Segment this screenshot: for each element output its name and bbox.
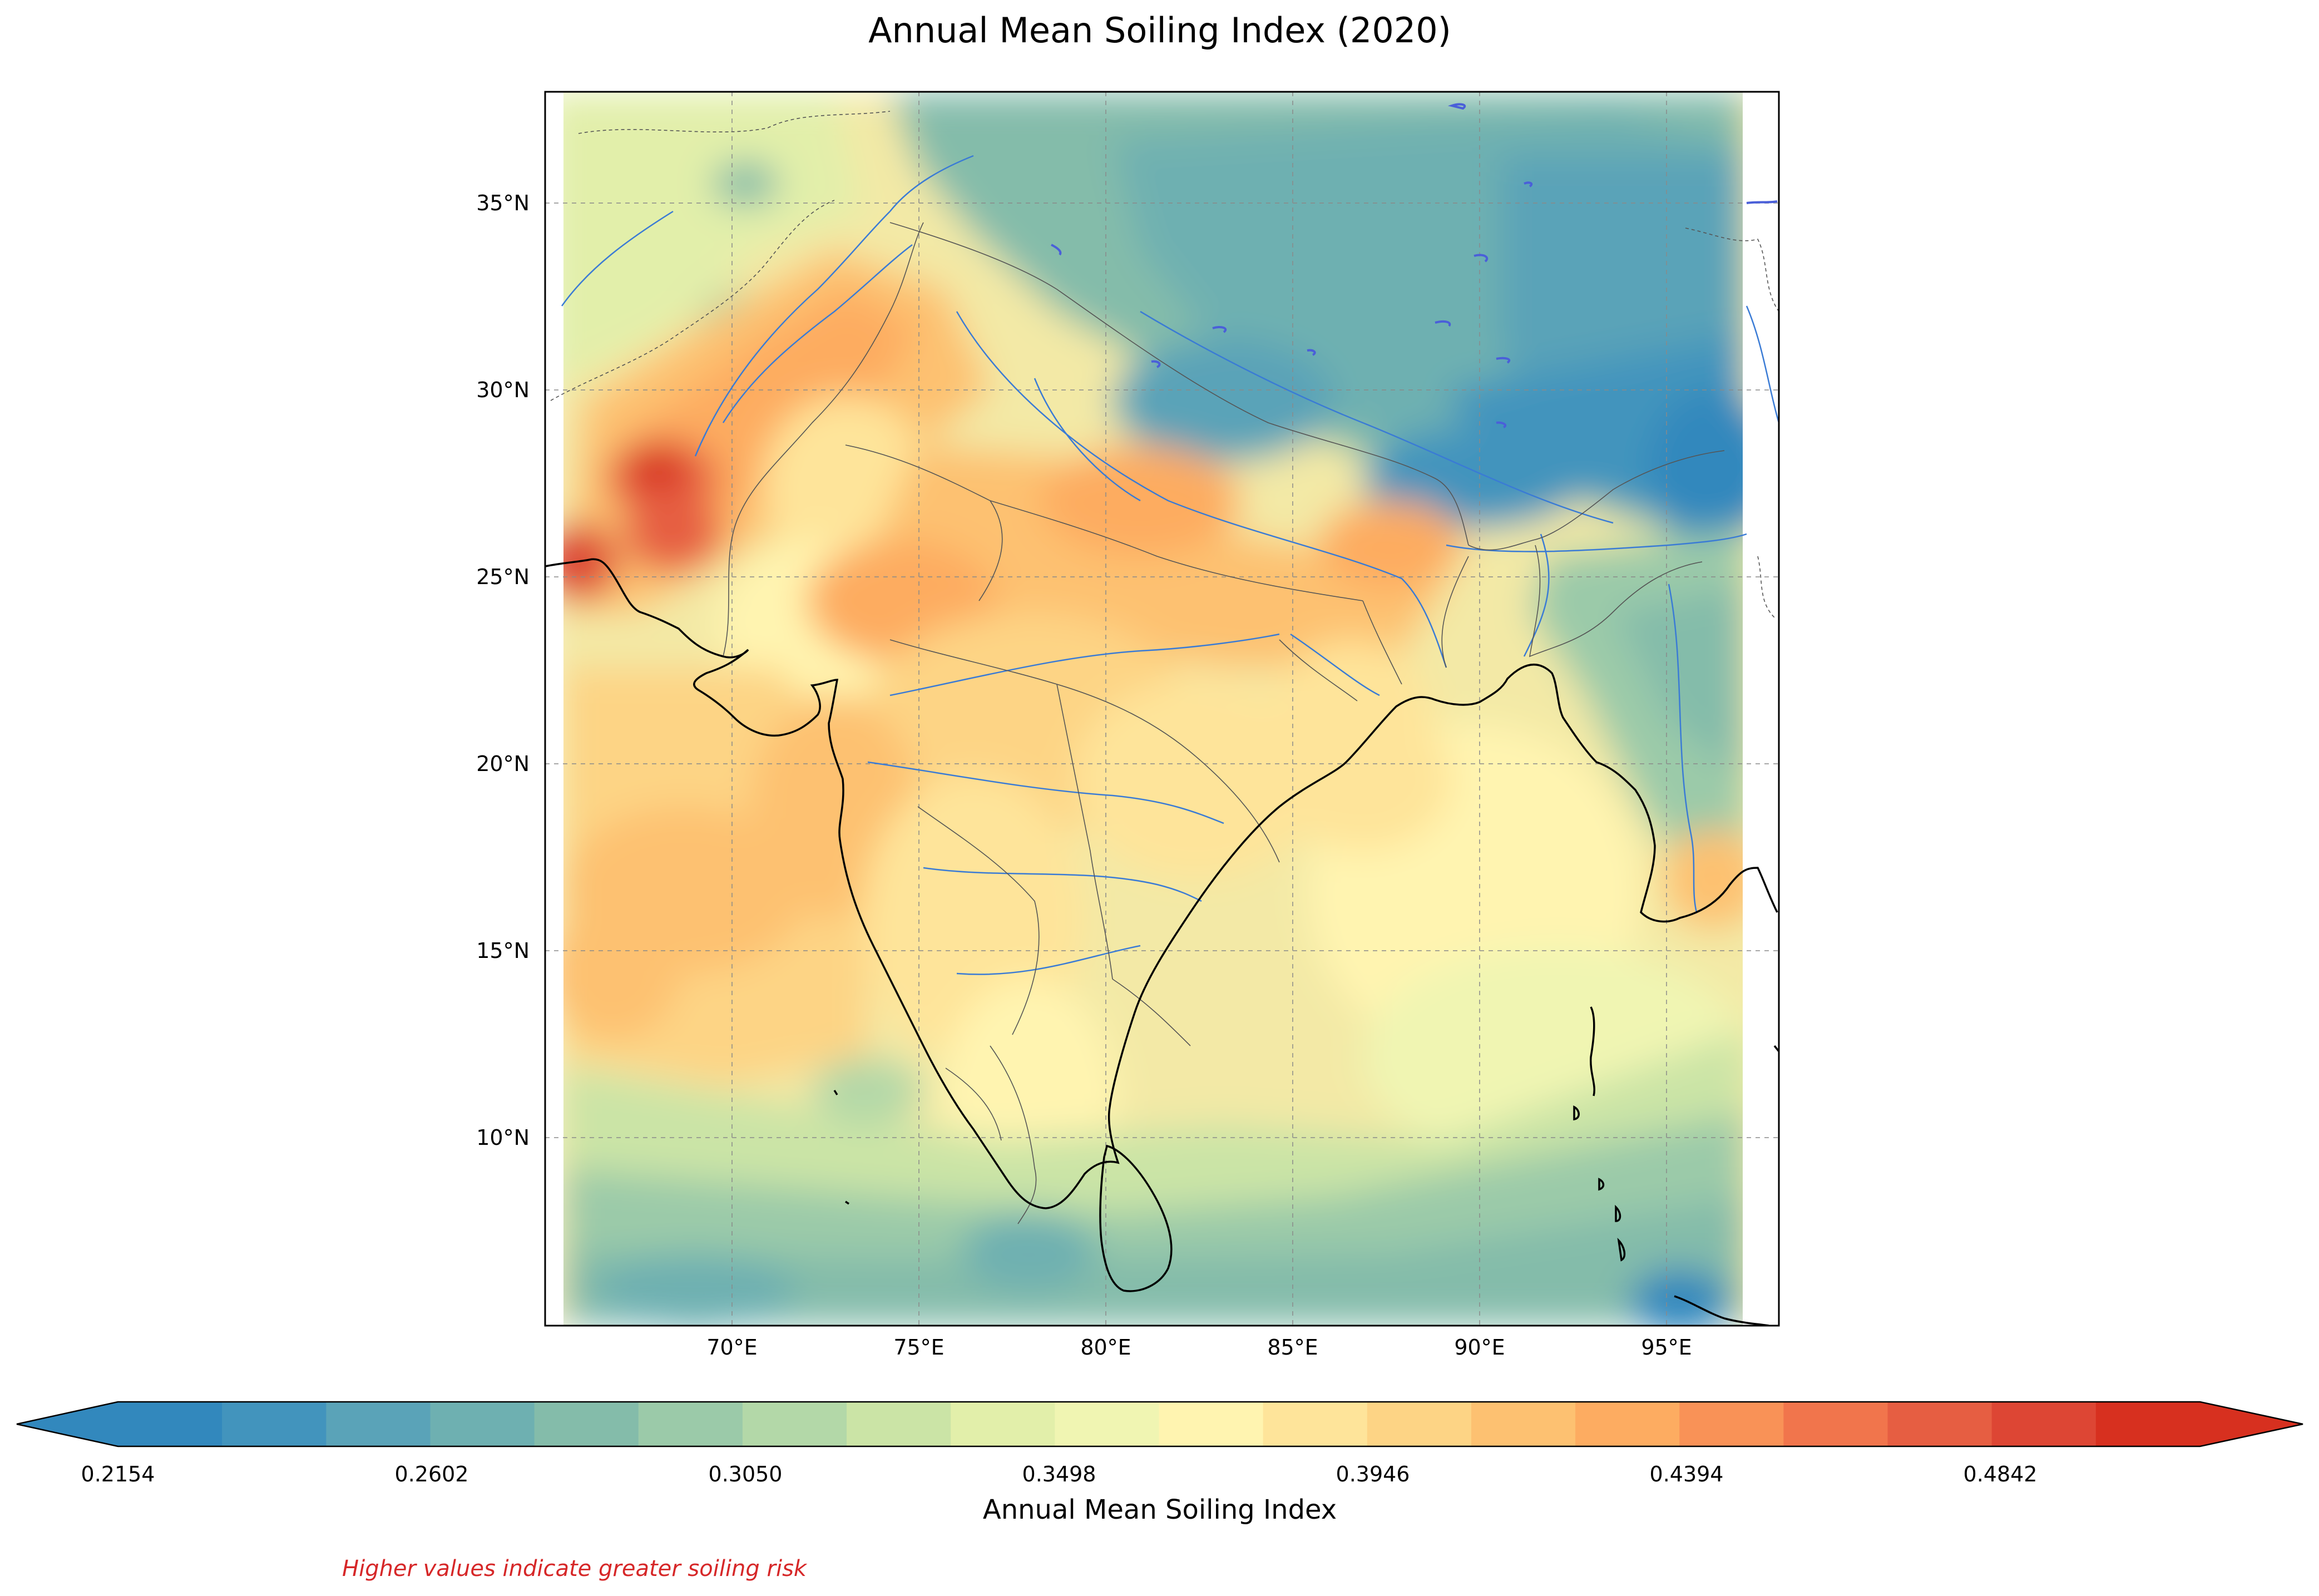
y-tick-label: 15°N: [476, 938, 530, 963]
colorbar-segments: [118, 1402, 2201, 1446]
y-tick-label: 35°N: [476, 191, 530, 215]
map-frame: [544, 91, 1780, 1327]
soiling-field: [563, 92, 1743, 1326]
colorbar-outline: [16, 1401, 2303, 1447]
colorbar-segment: [951, 1402, 1055, 1446]
colorbar-segment: [118, 1402, 222, 1446]
colorbar-segment: [1783, 1402, 1888, 1446]
colorbar-segment: [638, 1402, 743, 1446]
colorbar-tick-label: 0.2602: [395, 1462, 469, 1486]
x-tick-label: 75°E: [893, 1335, 944, 1360]
colorbar-segment: [1471, 1402, 1576, 1446]
colorbar-segment: [430, 1402, 535, 1446]
colorbar-segment: [1887, 1402, 1992, 1446]
colorbar: 0.2154 0.2602 0.3050 0.3498 0.3946 0.439…: [16, 1401, 2303, 1525]
x-tick-label: 70°E: [706, 1335, 757, 1360]
colorbar-tick-label: 0.4394: [1650, 1462, 1724, 1486]
colorbar-label: Annual Mean Soiling Index: [983, 1494, 1337, 1525]
colorbar-segment: [1055, 1402, 1160, 1446]
x-tick-label: 90°E: [1454, 1335, 1505, 1360]
rivers: [561, 155, 1779, 975]
coastline: [545, 558, 1779, 1326]
colorbar-tick-label: 0.3946: [1336, 1462, 1410, 1486]
colorbar-segment: [1991, 1402, 2097, 1446]
colorbar-segment: [1575, 1402, 1680, 1446]
x-axis: 70°E 75°E 80°E 85°E 90°E 95°E: [706, 1335, 1692, 1360]
x-tick-label: 80°E: [1080, 1335, 1131, 1360]
colorbar-segment: [222, 1402, 327, 1446]
y-tick-label: 20°N: [476, 752, 530, 776]
colorbar-segment: [847, 1402, 951, 1446]
map-area: [544, 91, 1780, 1327]
colorbar-segment: [1159, 1402, 1264, 1446]
y-tick-label: 10°N: [476, 1125, 530, 1150]
colorbar-segment: [326, 1402, 431, 1446]
colorbar-segment: [2095, 1402, 2201, 1446]
colorbar-tick-label: 0.4842: [1964, 1462, 2038, 1486]
x-tick-label: 85°E: [1267, 1335, 1318, 1360]
x-tick-label: 95°E: [1641, 1335, 1692, 1360]
colorbar-tick-label: 0.2154: [81, 1462, 155, 1486]
y-tick-label: 30°N: [476, 378, 530, 402]
colorbar-extend-high: [2200, 1402, 2303, 1446]
colorbar-segment: [742, 1402, 847, 1446]
chart-title: Annual Mean Soiling Index (2020): [868, 10, 1451, 51]
gridlines: [545, 92, 1779, 1326]
colorbar-segment: [1679, 1402, 1784, 1446]
lakes: [1051, 103, 1778, 428]
borders: [550, 111, 1779, 1224]
colorbar-segment: [534, 1402, 639, 1446]
colorbar-tick-label: 0.3498: [1022, 1462, 1096, 1486]
annotation-note: Higher values indicate greater soiling r…: [342, 1556, 808, 1582]
colorbar-extend-low: [17, 1402, 118, 1446]
colorbar-segment: [1367, 1402, 1472, 1446]
y-tick-label: 25°N: [476, 565, 530, 589]
colorbar-tick-label: 0.3050: [709, 1462, 783, 1486]
colorbar-ticks: 0.2154 0.2602 0.3050 0.3498 0.3946 0.439…: [81, 1462, 2038, 1486]
colorbar-segment: [1263, 1402, 1368, 1446]
y-axis: 35°N 30°N 25°N 20°N 15°N 10°N: [476, 191, 530, 1150]
